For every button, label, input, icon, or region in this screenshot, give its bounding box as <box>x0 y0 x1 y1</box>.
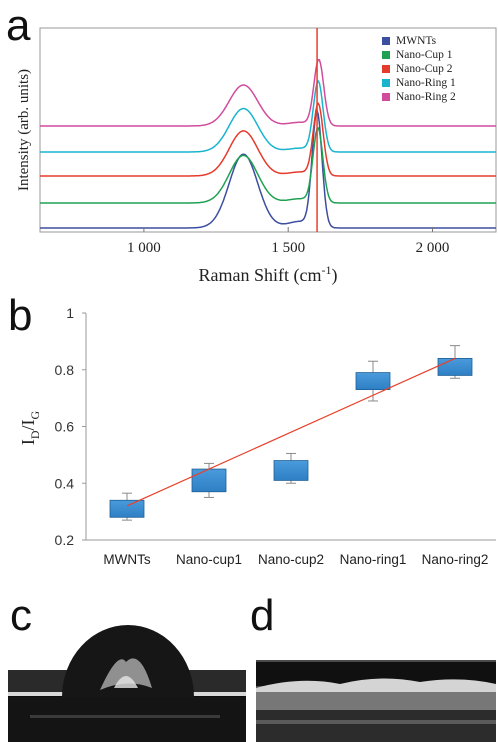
raman-legend-swatch-4 <box>382 79 390 87</box>
ratio-x-tick-label: Nano-ring2 <box>422 552 489 567</box>
ratio-x-tick-label: Nano-cup1 <box>176 552 242 567</box>
ratio-x-tick-label: MWNTs <box>103 552 150 567</box>
ratio-y-axis-label: ID/IG <box>18 411 42 446</box>
contact-angle-image-d <box>256 660 496 742</box>
raman-series-line-1 <box>40 108 496 229</box>
raman-series-line-2 <box>40 126 496 204</box>
ratio-x-tick-label: Nano-ring1 <box>340 552 407 567</box>
raman-legend-label-5: Nano-Ring 2 <box>396 91 456 103</box>
ratio-y-tick-label: 0.2 <box>55 532 75 548</box>
raman-x-axis-label: Raman Shift (cm-1) <box>199 263 338 286</box>
raman-series-line-4 <box>40 79 496 153</box>
panel-label-d: d <box>250 591 274 640</box>
raman-legend-swatch-2 <box>382 51 390 59</box>
raman-spectra-chart: Intensity (arb. units) Raman Shift (cm-1… <box>16 27 497 286</box>
raman-x-tick-label: 1 500 <box>271 240 305 256</box>
ratio-box-4 <box>355 372 391 391</box>
raman-series-line-5 <box>40 58 496 127</box>
raman-legend-swatch-5 <box>382 93 390 101</box>
ratio-x-tick-label: Nano-cup2 <box>258 552 324 567</box>
raman-legend-label-4: Nano-Ring 1 <box>396 77 456 89</box>
raman-legend-swatch-1 <box>382 37 390 45</box>
ratio-y-tick-label: 0.4 <box>55 475 75 491</box>
ratio-box-3 <box>273 460 309 481</box>
ratio-box-5 <box>437 357 473 376</box>
raman-y-axis-label: Intensity (arb. units) <box>16 69 32 191</box>
id-ig-ratio-chart: ID/IG 0.2 0.4 0.6 0.8 1 MWNTs Nano-cup1 Nano-cu… <box>18 305 496 567</box>
raman-legend-label-2: Nano-Cup 1 <box>396 49 453 61</box>
panel-label-a: a <box>6 1 31 50</box>
contact-angle-image-c <box>8 625 246 742</box>
raman-series-line-3 <box>40 101 496 177</box>
raman-legend-label-1: MWNTs <box>396 35 437 47</box>
raman-legend-label-3: Nano-Cup 2 <box>396 63 453 75</box>
raman-plot-frame <box>39 27 497 233</box>
raman-legend: MWNTs Nano-Cup 1 Nano-Cup 2 Nano-Ring 1 Nano… <box>382 35 456 103</box>
raman-legend-swatch-3 <box>382 65 390 73</box>
ratio-y-tick-label: 0.6 <box>55 419 75 435</box>
raman-x-tick-label: 2 000 <box>416 240 450 256</box>
ratio-trendline <box>126 357 456 507</box>
panel-label-c: c <box>10 591 32 640</box>
ratio-y-tick-label: 0.8 <box>55 362 75 378</box>
ratio-box-1 <box>109 499 145 518</box>
ratio-y-tick-label: 1 <box>66 305 74 321</box>
ratio-box-2 <box>191 468 227 493</box>
panel-label-b: b <box>8 291 32 340</box>
raman-x-tick-label: 1 000 <box>127 240 161 256</box>
